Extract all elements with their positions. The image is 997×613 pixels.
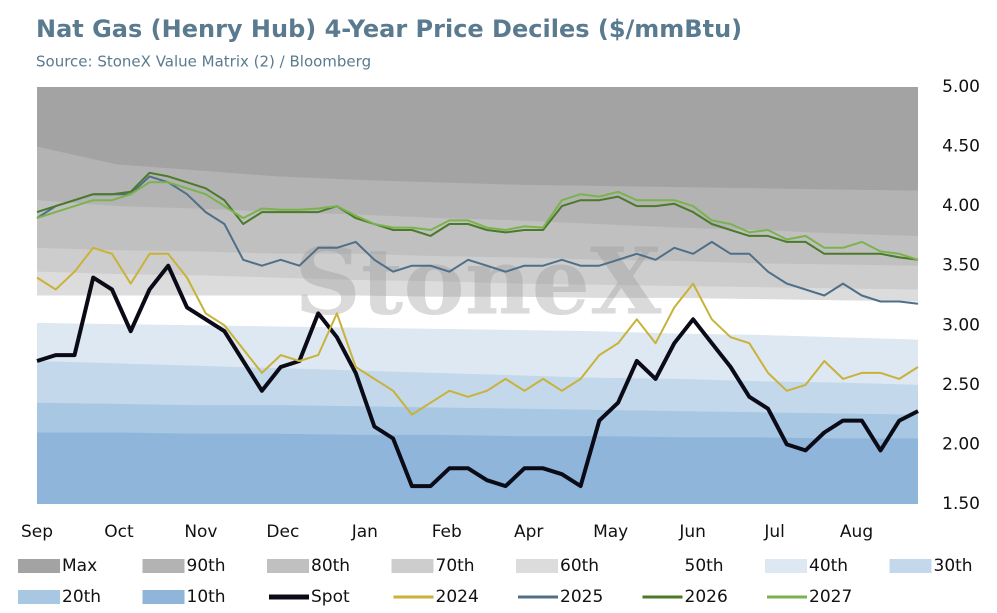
y-tick-label: 4.50 — [942, 137, 980, 157]
legend-label: 30th — [934, 556, 973, 576]
chart-title: Nat Gas (Henry Hub) 4-Year Price Deciles… — [36, 15, 742, 43]
x-tick-label: Feb — [432, 522, 462, 542]
x-tick-label: Oct — [104, 522, 134, 542]
legend-swatch — [18, 559, 60, 573]
x-tick-label: Apr — [514, 522, 543, 542]
legend-swatch — [267, 559, 309, 573]
legend-swatch — [18, 590, 60, 604]
legend-label: 20th — [62, 587, 101, 607]
legend-swatch — [516, 559, 558, 573]
legend-label: 2027 — [809, 587, 852, 607]
chart-subtitle: Source: StoneX Value Matrix (2) / Bloomb… — [36, 53, 371, 71]
x-tick-label: Nov — [184, 522, 217, 542]
x-tick-label: Sep — [21, 522, 53, 542]
legend-swatch — [765, 559, 807, 573]
y-tick-label: 5.00 — [942, 77, 980, 97]
legend-label: 2024 — [436, 587, 479, 607]
legend-label: 80th — [311, 556, 350, 576]
x-tick-label: Jun — [678, 522, 706, 542]
decile-band — [37, 432, 918, 504]
y-tick-label: 1.50 — [942, 494, 980, 514]
series-line — [36, 181, 919, 261]
series-line — [36, 171, 919, 261]
legend-label: 2026 — [685, 587, 728, 607]
y-tick-label: 2.50 — [942, 375, 980, 395]
legend-swatch — [142, 559, 185, 573]
axes: 1.50 2.00 2.50 3.00 3.50 4.00 4.50 5.00 Sep Oct No… — [21, 77, 980, 542]
series-line — [36, 246, 919, 416]
legend-swatch — [640, 558, 683, 574]
y-tick-label: 3.00 — [942, 315, 980, 335]
lines — [36, 171, 919, 489]
legend-label: Max — [62, 556, 97, 576]
legend-label: 40th — [809, 556, 848, 576]
x-tick-label: Dec — [266, 522, 299, 542]
x-tick-label: May — [593, 522, 628, 542]
watermark: StoneX — [294, 228, 662, 336]
legend: Max 90th 80th 70th 60th 50th 40th 30th 20th 10th S… — [18, 556, 973, 607]
y-tick-label: 2.00 — [942, 434, 980, 454]
x-tick-label: Jan — [351, 522, 378, 542]
legend-label: 2025 — [560, 587, 603, 607]
y-tick-label: 4.00 — [942, 196, 980, 216]
legend-label: 10th — [187, 587, 226, 607]
legend-swatch — [142, 590, 185, 604]
legend-label: 60th — [560, 556, 599, 576]
x-tick-label: Aug — [840, 522, 873, 542]
legend-label: Spot — [311, 587, 350, 607]
legend-swatch — [391, 559, 434, 573]
legend-label: 70th — [436, 556, 475, 576]
y-tick-label: 3.50 — [942, 256, 980, 276]
legend-label: 90th — [187, 556, 226, 576]
legend-swatch — [889, 559, 932, 573]
plot-area — [37, 87, 918, 505]
series-line — [36, 175, 919, 305]
series-line — [36, 263, 919, 489]
x-tick-label: Jul — [763, 522, 785, 542]
legend-label: 50th — [685, 556, 724, 576]
